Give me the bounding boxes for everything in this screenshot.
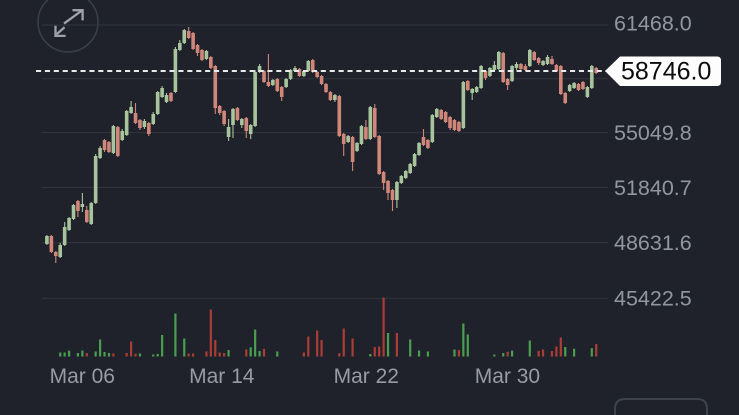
svg-text:58746.0: 58746.0: [621, 58, 711, 86]
svg-text:51840.7: 51840.7: [614, 176, 692, 200]
svg-text:55049.8: 55049.8: [614, 121, 692, 145]
svg-text:61468.0: 61468.0: [614, 12, 692, 36]
svg-text:48631.6: 48631.6: [614, 231, 692, 255]
svg-text:Mar 14: Mar 14: [189, 365, 255, 388]
svg-text:Mar 06: Mar 06: [50, 365, 115, 388]
svg-text:45422.5: 45422.5: [614, 287, 692, 311]
svg-text:Mar 30: Mar 30: [475, 365, 540, 388]
svg-text:Mar 22: Mar 22: [334, 365, 399, 388]
